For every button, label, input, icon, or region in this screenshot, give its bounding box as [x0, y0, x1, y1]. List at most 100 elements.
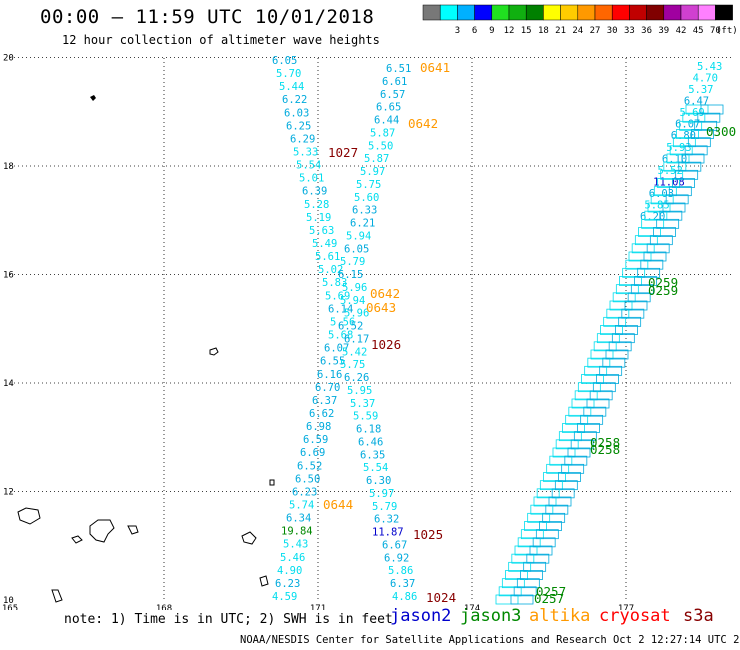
- swath-mark: [573, 431, 597, 442]
- island-outline: [71, 535, 83, 544]
- track-a-value: 5.61: [315, 251, 340, 263]
- pass-time-label: 0258: [590, 435, 620, 450]
- track-b-value: 5.96: [344, 308, 369, 320]
- swath-mark: [608, 341, 632, 352]
- track-a-value: 5.44: [279, 81, 304, 93]
- swath-mark: [618, 316, 642, 327]
- track-b-value: 5.94: [346, 230, 371, 242]
- track-a-value: 4.90: [277, 565, 302, 577]
- swath-mark: [653, 227, 676, 237]
- track-b-value: 11.87: [372, 527, 404, 539]
- track-a-value: 5.83: [322, 277, 347, 289]
- swath-mark: [668, 186, 692, 197]
- swath-mark: [520, 570, 543, 580]
- swath-mark: [542, 512, 566, 523]
- swath-mark: [501, 578, 525, 589]
- swath-mark: [676, 129, 699, 139]
- track-b-value: 6.51: [386, 63, 411, 75]
- swath-mark: [665, 194, 689, 205]
- lon-tick-label: 174: [464, 604, 480, 610]
- swath-mark: [638, 227, 661, 237]
- track-b-value: 5.50: [368, 140, 393, 152]
- swath-mark: [545, 504, 569, 515]
- legend-cryosat: cryosat: [599, 606, 671, 626]
- swath-mark: [679, 120, 703, 131]
- pass-time-label: 1027: [328, 145, 358, 160]
- axis-tick-labels: 165 168 171 174 177 10 12 14 16 18 20: [2, 54, 634, 611]
- swath-mark: [640, 259, 664, 270]
- track-b-value: 5.37: [350, 398, 375, 410]
- track-b-value: 6.35: [360, 449, 385, 461]
- track-b-value: 5.75: [356, 179, 381, 191]
- legend-tick-label: 18: [538, 26, 549, 36]
- track-b-value: 5.60: [354, 192, 379, 204]
- pass-time-label: 0257: [534, 591, 564, 606]
- pass-time-label: 0259: [648, 283, 678, 298]
- track-b-value: 5.75: [340, 359, 365, 371]
- pass-time-label: 0642: [408, 116, 438, 131]
- lon-tick-label: 168: [156, 604, 172, 610]
- track-a-value: 6.70: [315, 382, 340, 394]
- swath-mark: [596, 333, 620, 344]
- swath-mark: [663, 161, 687, 172]
- track-a-value: 6.22: [282, 94, 307, 106]
- track-a-value: 6.50: [295, 473, 320, 485]
- swath-mark: [631, 243, 655, 254]
- legend-unit: (ft): [716, 26, 738, 36]
- pass-time-label: 1026: [371, 337, 401, 352]
- page-subtitle: 12 hour collection of altimeter wave hei…: [62, 33, 380, 47]
- track-a-value: 5.63: [309, 225, 334, 237]
- track-a-value: 6.34: [286, 513, 311, 525]
- swath-mark: [548, 496, 572, 507]
- track-a-value: 5.28: [304, 199, 329, 211]
- swath-mark: [520, 529, 544, 540]
- swath-mark: [637, 267, 661, 278]
- swath-mark: [586, 398, 610, 409]
- track-a-value: 6.25: [286, 120, 311, 132]
- swath-mark: [621, 308, 645, 319]
- track-a-value: 5.46: [280, 552, 305, 564]
- track-a-value: 5.70: [276, 68, 301, 80]
- swath-mark: [615, 325, 638, 335]
- swath-mark: [581, 374, 604, 384]
- track-a-value: 6.14: [328, 303, 353, 315]
- swath-mark: [602, 357, 626, 368]
- island-outline: [209, 347, 219, 356]
- swath-mark: [526, 553, 550, 564]
- swath-mark: [691, 129, 714, 139]
- footnote: note: 1) Time is in UTC; 2) SWH is in fe…: [64, 612, 393, 627]
- pass-time-label: 0642: [370, 286, 400, 301]
- swath-mark: [513, 586, 537, 597]
- swath-mark: [583, 406, 607, 417]
- swath-mark: [516, 578, 540, 589]
- swath-mark: [612, 292, 636, 303]
- altimeter-tracks: 6.055.705.446.226.036.256.295.335.545.01…: [272, 55, 724, 605]
- swath-mark: [592, 382, 616, 393]
- lon-tick-label: 177: [618, 604, 634, 610]
- legend-swatch: [715, 4, 733, 21]
- dense-swath: [495, 104, 724, 605]
- swath-mark: [609, 300, 633, 311]
- swath-mark: [570, 439, 594, 450]
- track-b-value: 6.33: [352, 205, 377, 217]
- legend-tick-label: 33: [624, 26, 635, 36]
- swath-mark: [685, 104, 709, 115]
- swath-mark: [596, 374, 619, 384]
- swath-mark: [627, 292, 651, 303]
- track-a-value: 6.62: [309, 408, 334, 420]
- track-b-value: 4.86: [392, 591, 417, 603]
- swath-mark: [647, 202, 671, 213]
- legend-tick-label: 42: [676, 26, 687, 36]
- track-b-value: 6.61: [382, 76, 407, 88]
- track-b-value: 5.97: [360, 166, 385, 178]
- track-c-value: 6.80: [671, 130, 696, 142]
- swath-mark: [662, 202, 686, 213]
- swath-mark: [650, 194, 674, 205]
- swath-mark: [593, 341, 617, 352]
- pass-time-label: 1024: [426, 590, 456, 605]
- color-legend: 3 6 9 12 15 18 21 24 27 30 33 36 39 42 45 70(ft): [422, 4, 738, 36]
- swath-mark: [535, 529, 559, 540]
- lat-tick-label: 18: [3, 162, 14, 172]
- swath-mark: [523, 561, 547, 572]
- track-b-value: 6.05: [344, 243, 369, 255]
